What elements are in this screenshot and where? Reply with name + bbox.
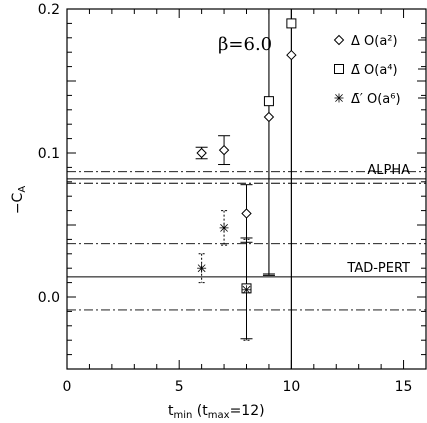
- marker-square: [263, 96, 274, 107]
- band-label: TAD-PERT: [346, 261, 410, 276]
- beta-annotation: β=6.0: [218, 34, 272, 55]
- burst-stroke: [335, 94, 343, 102]
- marker-square: [286, 18, 297, 29]
- legend-label: Δ̄ O(a⁴): [351, 63, 398, 78]
- marker-burst: [242, 285, 251, 295]
- error-bars: [195, 9, 292, 369]
- svg-text:tmin (tmax=12): tmin (tmax=12): [168, 403, 265, 421]
- y-tick-label: 0.1: [38, 146, 60, 162]
- axis-ticks: [66, 8, 427, 370]
- data-markers: [196, 18, 297, 295]
- marker-diamond: [263, 111, 275, 123]
- x-tick-label: 0: [63, 379, 72, 395]
- legend-label: Δ O(a²): [351, 34, 398, 49]
- marker-burst: [219, 223, 229, 233]
- burst-stroke: [242, 285, 251, 294]
- marker-diamond: [196, 147, 207, 159]
- marker-burst: [197, 263, 207, 273]
- x-tick-label: 5: [175, 379, 184, 395]
- burst-stroke: [220, 223, 228, 232]
- svg-text:−CA: −CA: [10, 186, 28, 215]
- x-axis-label: tmin (tmax=12): [168, 403, 265, 421]
- legend-marker: [334, 64, 344, 74]
- marker-diamond: [286, 49, 297, 61]
- y-axis-label: −CA: [10, 186, 28, 215]
- marker-diamond: [241, 208, 252, 219]
- legend-label: Δ̄′ O(a⁶): [351, 92, 401, 107]
- y-tick-label: 0.2: [38, 2, 60, 18]
- reference-labels: ALPHA TAD-PERT: [346, 163, 410, 276]
- y-tick-label: 0.0: [38, 290, 60, 306]
- burst-stroke: [197, 264, 206, 273]
- tick-labels: 0 5 10 15 0.0 0.1 0.2: [38, 2, 413, 395]
- legend-marker: [333, 34, 345, 46]
- x-tick-label: 10: [282, 379, 300, 395]
- legend: Δ O(a²) Δ̄ O(a⁴) Δ̄′ O(a⁶): [333, 34, 426, 107]
- band-label: ALPHA: [367, 163, 410, 178]
- x-tick-label: 15: [395, 379, 413, 395]
- legend-marker: [334, 93, 344, 103]
- marker-diamond: [218, 144, 230, 156]
